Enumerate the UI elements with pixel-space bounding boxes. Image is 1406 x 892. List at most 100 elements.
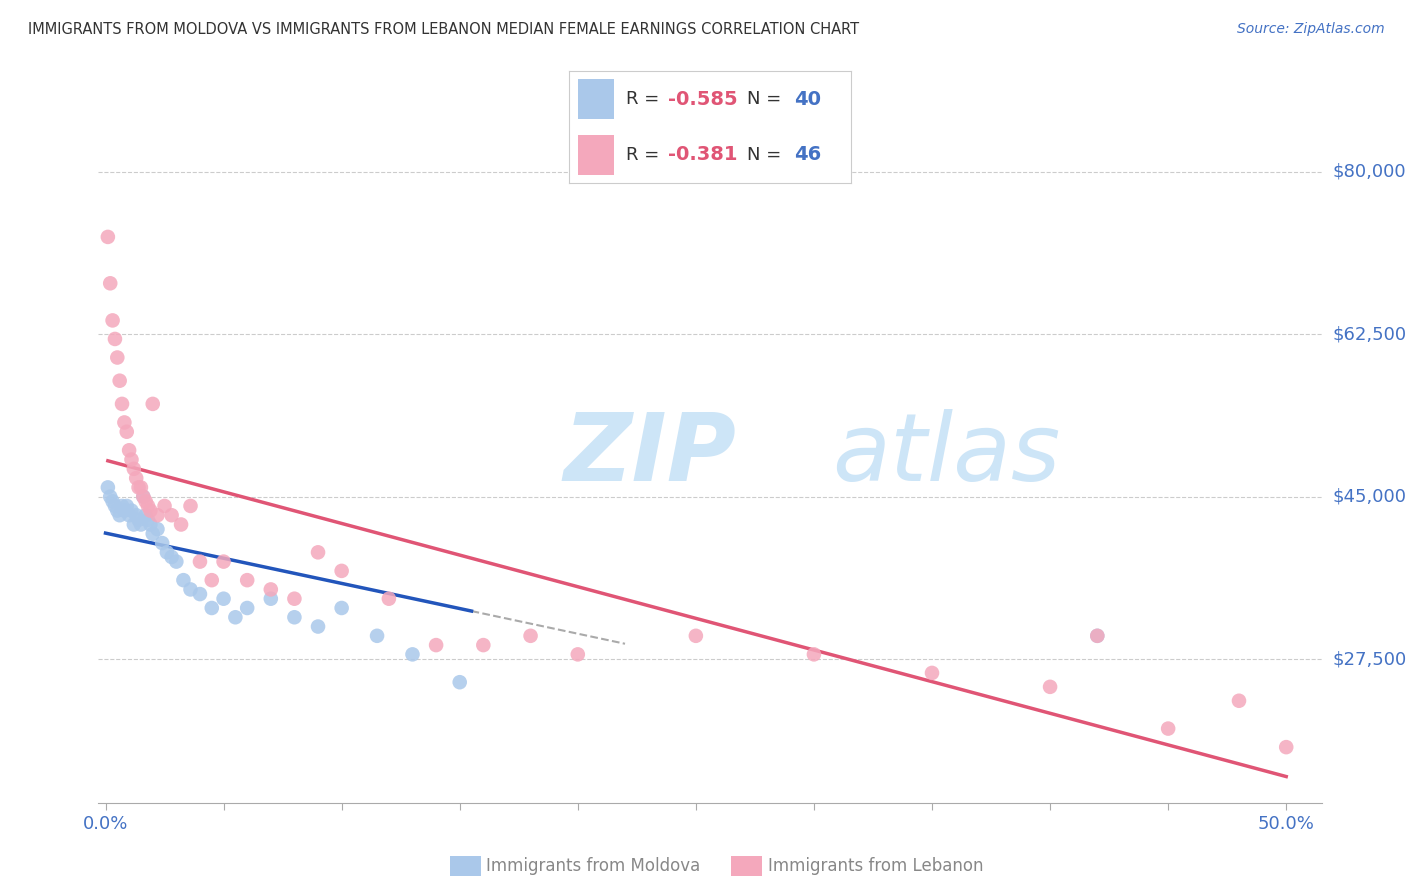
- Point: [111, 397, 134, 411]
- Point: [98, 277, 121, 291]
- Text: $45,000: $45,000: [1333, 488, 1406, 506]
- Point: [330, 564, 353, 578]
- Point: [139, 517, 162, 532]
- Point: [307, 619, 329, 633]
- Text: Immigrants from Moldova: Immigrants from Moldova: [486, 857, 700, 875]
- Point: [803, 648, 825, 662]
- Point: [472, 638, 495, 652]
- Point: [105, 351, 128, 365]
- Text: Immigrants from Lebanon: Immigrants from Lebanon: [768, 857, 983, 875]
- Point: [283, 591, 305, 606]
- Point: [112, 416, 135, 430]
- Point: [97, 230, 120, 244]
- Point: [142, 526, 165, 541]
- Point: [172, 573, 194, 587]
- Point: [129, 480, 152, 494]
- Text: $27,500: $27,500: [1333, 650, 1406, 668]
- Text: R =: R =: [626, 146, 665, 164]
- Point: [1085, 629, 1108, 643]
- Text: $62,500: $62,500: [1333, 326, 1406, 343]
- Point: [105, 503, 128, 517]
- Point: [1085, 629, 1108, 643]
- FancyBboxPatch shape: [578, 135, 614, 175]
- Point: [136, 513, 159, 527]
- Point: [118, 508, 141, 523]
- Point: [188, 587, 211, 601]
- Point: [108, 374, 131, 388]
- Point: [1157, 722, 1180, 736]
- Point: [135, 494, 157, 508]
- Point: [236, 601, 259, 615]
- Point: [921, 665, 943, 680]
- Point: [128, 513, 150, 527]
- Point: [97, 480, 120, 494]
- Point: [165, 555, 187, 569]
- Point: [1039, 680, 1062, 694]
- Point: [283, 610, 305, 624]
- Point: [111, 499, 134, 513]
- Point: [307, 545, 329, 559]
- Point: [104, 499, 127, 513]
- Point: [115, 425, 138, 439]
- FancyBboxPatch shape: [578, 79, 614, 120]
- Point: [132, 490, 155, 504]
- Point: [98, 490, 121, 504]
- Text: IMMIGRANTS FROM MOLDOVA VS IMMIGRANTS FROM LEBANON MEDIAN FEMALE EARNINGS CORREL: IMMIGRANTS FROM MOLDOVA VS IMMIGRANTS FR…: [28, 22, 859, 37]
- Point: [188, 555, 211, 569]
- Point: [101, 313, 124, 327]
- Text: 46: 46: [794, 145, 821, 164]
- Text: R =: R =: [626, 90, 665, 108]
- Point: [128, 480, 150, 494]
- Point: [125, 508, 148, 523]
- Text: ZIP: ZIP: [564, 409, 737, 501]
- Point: [122, 517, 145, 532]
- Point: [160, 508, 183, 523]
- Text: N =: N =: [747, 90, 786, 108]
- Text: -0.381: -0.381: [668, 145, 737, 164]
- Point: [449, 675, 471, 690]
- Point: [115, 499, 138, 513]
- Point: [201, 601, 224, 615]
- Text: 40: 40: [794, 90, 821, 109]
- Point: [201, 573, 224, 587]
- Point: [139, 503, 162, 517]
- Point: [112, 503, 135, 517]
- Point: [212, 591, 235, 606]
- Point: [153, 499, 176, 513]
- Point: [330, 601, 353, 615]
- Point: [142, 397, 165, 411]
- Point: [118, 443, 141, 458]
- Text: $80,000: $80,000: [1333, 163, 1406, 181]
- Point: [122, 462, 145, 476]
- Point: [170, 517, 193, 532]
- Point: [236, 573, 259, 587]
- Point: [132, 490, 155, 504]
- Point: [260, 591, 283, 606]
- Point: [260, 582, 283, 597]
- Point: [104, 332, 127, 346]
- Point: [1227, 694, 1250, 708]
- Point: [135, 508, 157, 523]
- Point: [146, 522, 169, 536]
- Text: atlas: atlas: [832, 409, 1060, 500]
- Point: [366, 629, 388, 643]
- Point: [125, 471, 148, 485]
- Point: [108, 508, 131, 523]
- Point: [136, 499, 159, 513]
- Point: [685, 629, 707, 643]
- Point: [160, 549, 183, 564]
- Point: [1275, 740, 1298, 755]
- Text: N =: N =: [747, 146, 786, 164]
- Point: [212, 555, 235, 569]
- Point: [180, 582, 202, 597]
- Point: [121, 452, 143, 467]
- Text: Source: ZipAtlas.com: Source: ZipAtlas.com: [1237, 22, 1385, 37]
- Point: [401, 648, 423, 662]
- Point: [146, 508, 169, 523]
- Point: [519, 629, 541, 643]
- Point: [129, 517, 152, 532]
- Point: [180, 499, 202, 513]
- Text: -0.585: -0.585: [668, 90, 738, 109]
- Point: [224, 610, 246, 624]
- Point: [156, 545, 179, 559]
